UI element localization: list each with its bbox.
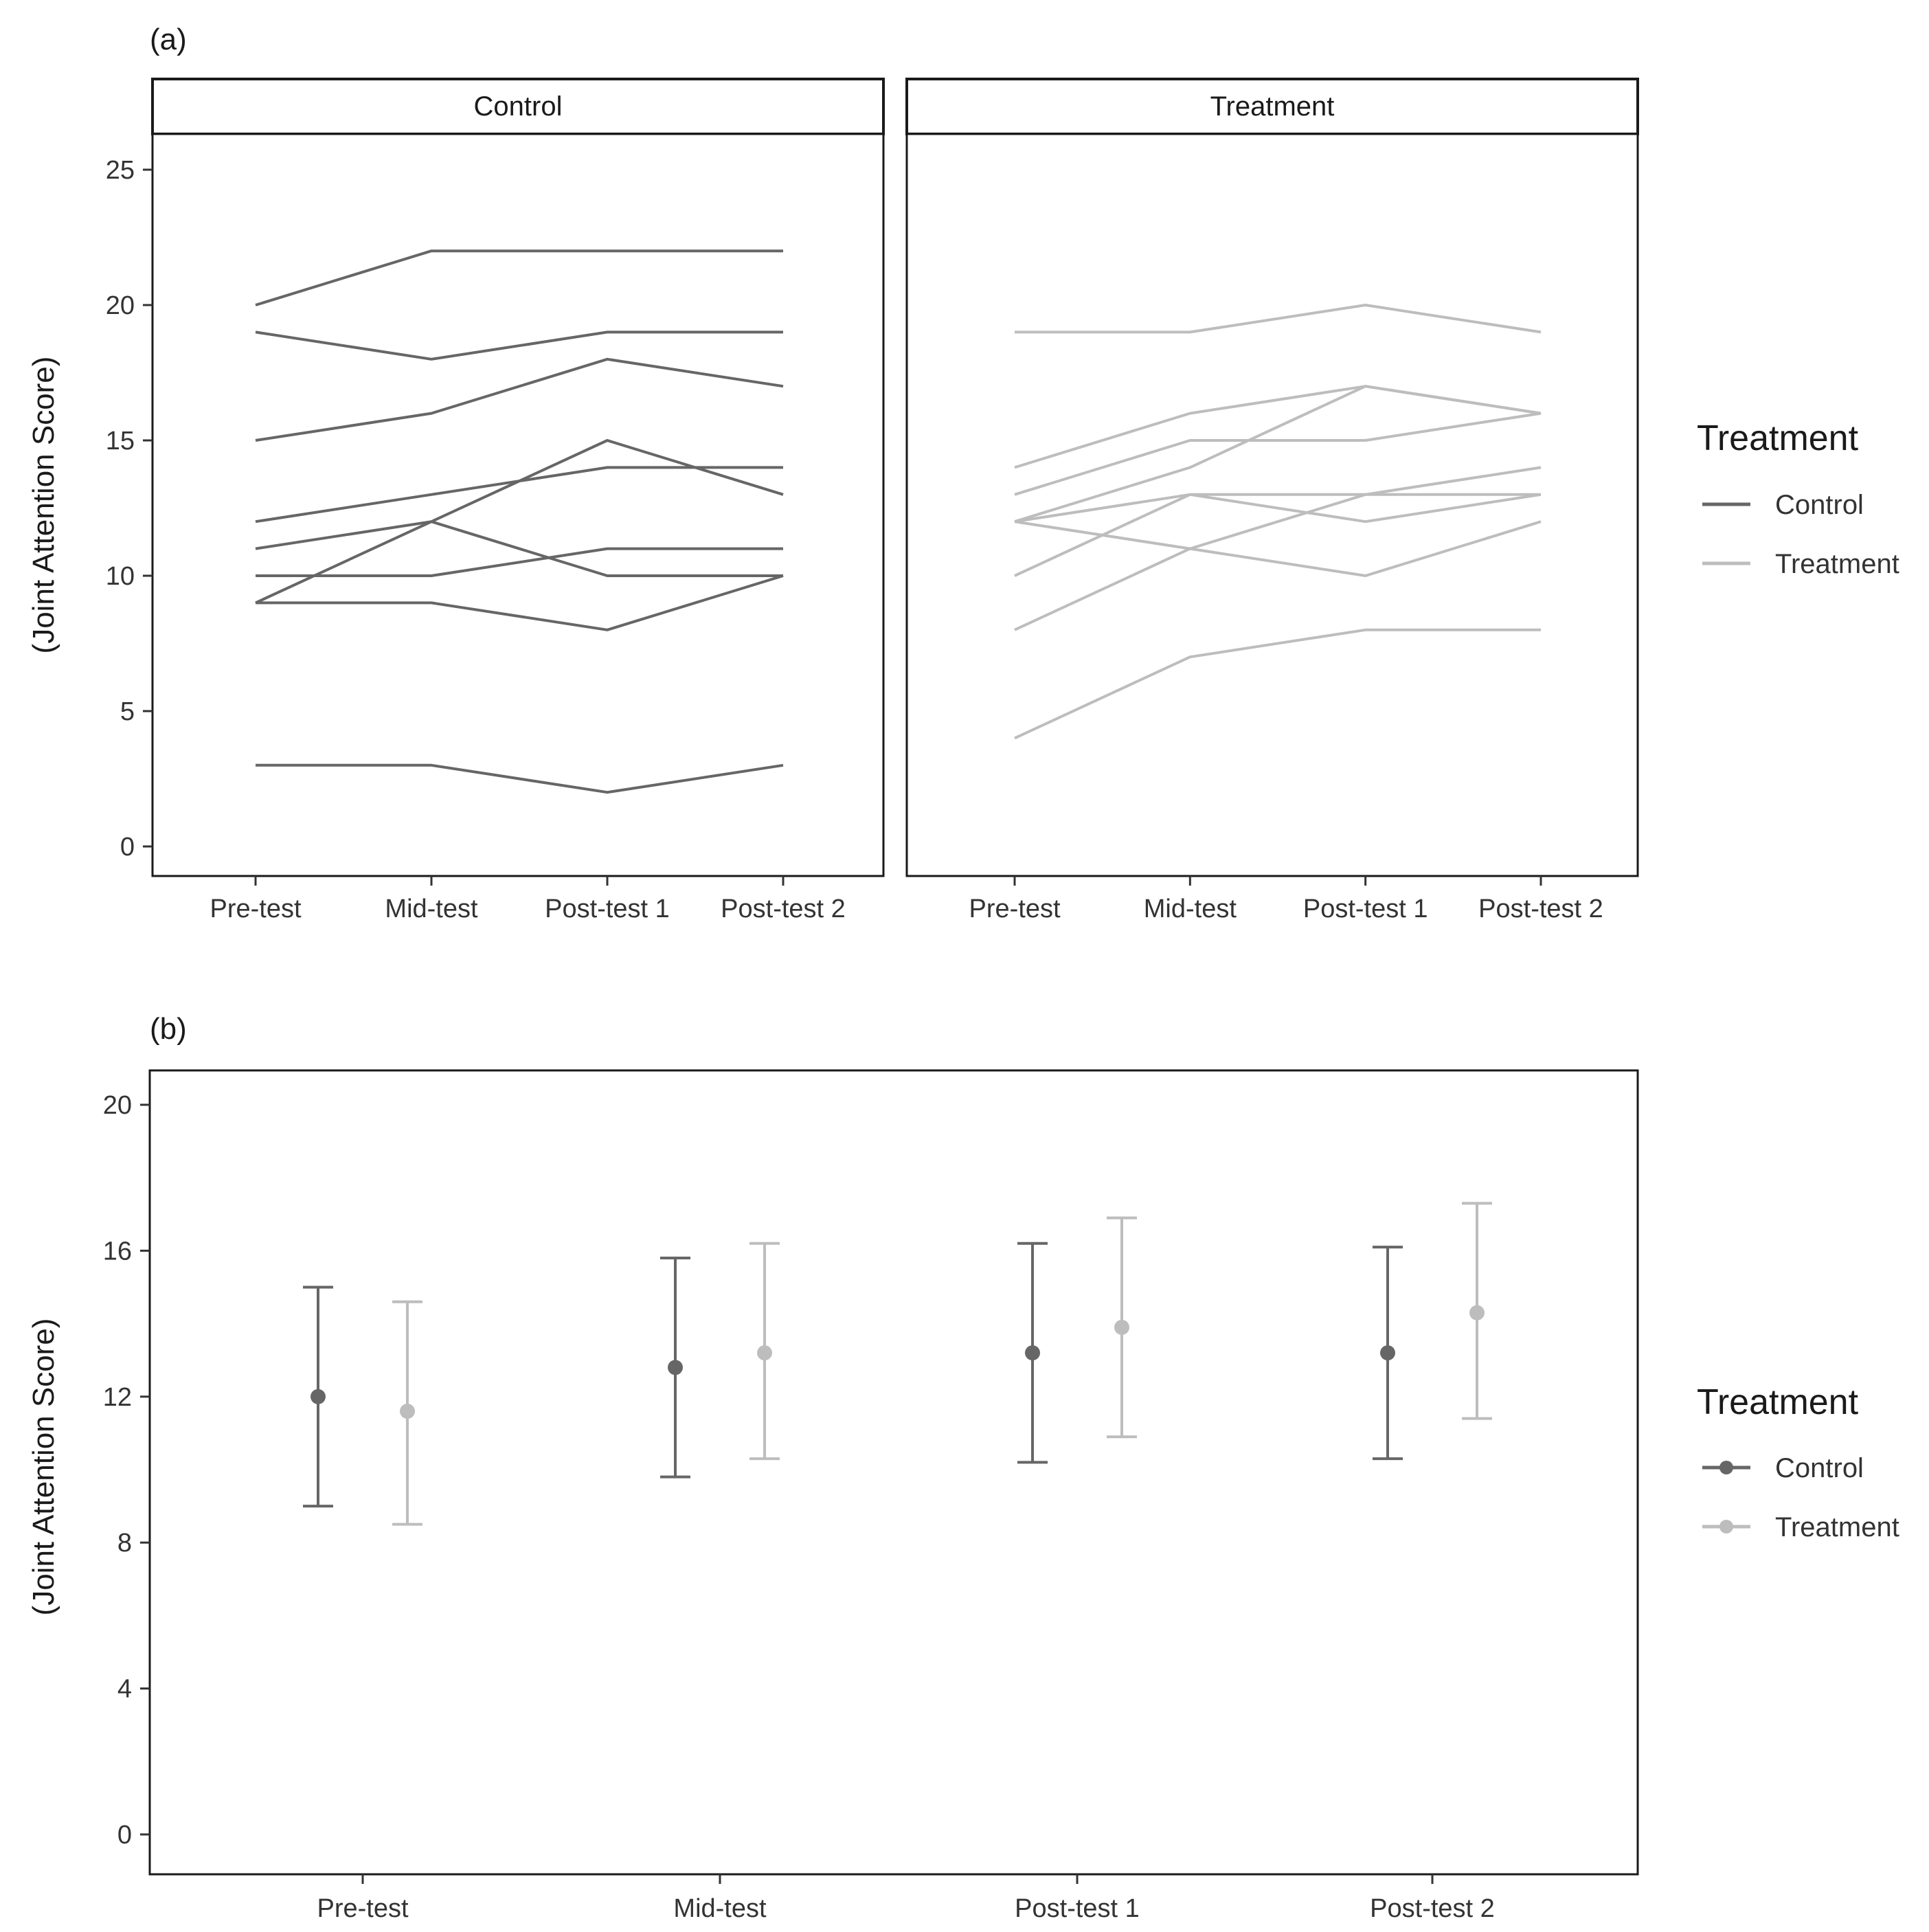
panel-b-legend-key-control-point bbox=[1719, 1461, 1733, 1474]
series-line-treatment bbox=[1014, 466, 1542, 631]
panel-b-error-bars bbox=[303, 1202, 1492, 1526]
series-line-treatment bbox=[1014, 493, 1541, 577]
panel-a-x-tick-label: Mid-test bbox=[385, 895, 478, 923]
panel-a-y-tick-label: 20 bbox=[106, 291, 135, 320]
series-line-control bbox=[255, 520, 783, 577]
mean-point-control bbox=[311, 1389, 326, 1404]
facet-strip-control-label: Control bbox=[474, 91, 563, 122]
panel-a-x-tick-label: Post-test 1 bbox=[545, 895, 670, 923]
facet-panel-treatment bbox=[905, 133, 1639, 877]
mean-point-treatment bbox=[1469, 1305, 1485, 1321]
panel-b-legend-key-treatment-point bbox=[1719, 1520, 1733, 1534]
panel-b-x-tick-label: Pre-test bbox=[317, 1894, 408, 1923]
panel-a-legend-title: Treatment bbox=[1697, 418, 1859, 458]
panel-a-y-tick-label: 10 bbox=[106, 562, 135, 591]
panel-a-x-tick-label: Pre-test bbox=[210, 895, 301, 923]
panel-a-legend: Treatment Control Treatment bbox=[1697, 418, 1899, 579]
panel-b-legend-title: Treatment bbox=[1697, 1382, 1859, 1422]
series-line-treatment bbox=[1014, 412, 1542, 496]
facet-strip-treatment bbox=[905, 78, 1639, 135]
panel-b-y-tick-label: 0 bbox=[117, 1821, 132, 1850]
series-line-control bbox=[256, 574, 784, 631]
panel-b-x-tick-label: Post-test 2 bbox=[1370, 1894, 1495, 1923]
series-line-control bbox=[255, 330, 783, 361]
mean-point-treatment bbox=[1114, 1319, 1129, 1335]
panel-a-y-tick-label: 5 bbox=[120, 697, 135, 726]
mean-point-control bbox=[668, 1360, 683, 1375]
series-line-treatment bbox=[1015, 304, 1542, 334]
panel-b-y-tick-label: 12 bbox=[103, 1383, 132, 1412]
mean-point-treatment bbox=[400, 1404, 415, 1419]
panel-a-y-ticks: 0 5 10 15 20 25 bbox=[106, 156, 153, 862]
series-line-control bbox=[255, 249, 783, 306]
series-line-control bbox=[256, 763, 784, 794]
panel-a-legend-label-treatment: Treatment bbox=[1775, 549, 1899, 579]
panel-b-y-tick-label: 16 bbox=[103, 1237, 132, 1266]
facet-strip-control bbox=[151, 78, 885, 135]
panel-b-x-ticks: Pre-test Mid-test Post-test 1 Post-test 2 bbox=[317, 1874, 1495, 1923]
mean-point-control bbox=[1025, 1345, 1040, 1361]
series-line-treatment bbox=[1014, 493, 1542, 524]
panel-b-x-tick-label: Post-test 1 bbox=[1015, 1894, 1140, 1923]
panel-b-y-ticks: 0 4 8 12 16 20 bbox=[103, 1091, 150, 1850]
series-line-control bbox=[256, 547, 783, 577]
panel-b-y-tick-label: 20 bbox=[103, 1091, 132, 1120]
panel-b-y-axis-title: (Joint Attention Score) bbox=[27, 1318, 60, 1616]
panel-a-y-tick-label: 25 bbox=[106, 156, 135, 185]
series-line-treatment bbox=[1014, 628, 1541, 740]
panel-b-label: (b) bbox=[150, 1012, 187, 1046]
panel-b-legend: Treatment Control Treatment bbox=[1697, 1382, 1899, 1542]
panel-b-y-tick-label: 4 bbox=[117, 1675, 132, 1704]
series-line-control bbox=[255, 357, 784, 442]
facet-panel-control bbox=[151, 133, 885, 877]
mean-point-control bbox=[1380, 1345, 1395, 1361]
panel-b-x-tick-label: Mid-test bbox=[673, 1894, 767, 1923]
panel-a-x-tick-label: Mid-test bbox=[1144, 895, 1237, 923]
panel-b-plot-area bbox=[148, 1069, 1639, 1876]
panel-a-x-tick-label: Post-test 2 bbox=[721, 895, 846, 923]
mean-point-treatment bbox=[757, 1345, 772, 1361]
panel-a-label: (a) bbox=[150, 23, 187, 56]
panel-a-x-tick-label: Pre-test bbox=[969, 895, 1060, 923]
panel-a-x-ticks: Pre-test Mid-test Post-test 1 Post-test 2 Pr… bbox=[210, 876, 1603, 923]
panel-a-legend-label-control: Control bbox=[1775, 490, 1864, 520]
series-line-treatment bbox=[1014, 385, 1542, 524]
panel-a-y-axis-title: (Joint Attention Score) bbox=[27, 357, 60, 654]
facet-strip-treatment-label: Treatment bbox=[1210, 91, 1335, 122]
panel-b-legend-label-control: Control bbox=[1775, 1453, 1864, 1483]
panel-a-x-tick-label: Post-test 2 bbox=[1478, 895, 1603, 923]
panel-a-y-tick-label: 15 bbox=[106, 427, 135, 456]
panel-b-legend-label-treatment: Treatment bbox=[1775, 1512, 1899, 1542]
panel-a-x-tick-label: Post-test 1 bbox=[1303, 895, 1428, 923]
series-line-control bbox=[255, 439, 784, 605]
panel-a-series-lines bbox=[255, 249, 1542, 794]
panel-b-y-tick-label: 8 bbox=[117, 1529, 132, 1558]
panel-a-y-tick-label: 0 bbox=[120, 833, 135, 862]
